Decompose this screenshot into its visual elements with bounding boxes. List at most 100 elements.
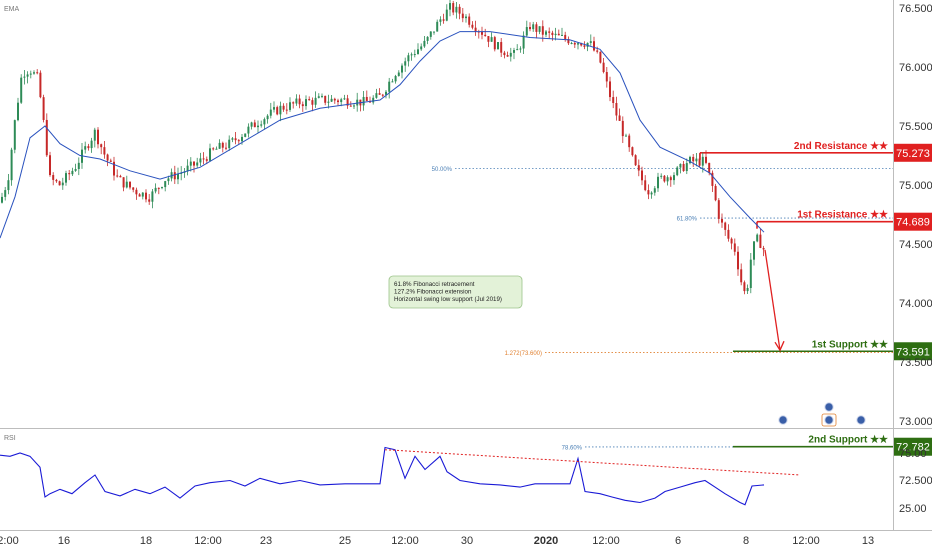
candle-body: [468, 16, 471, 25]
candle-body: [420, 46, 423, 50]
candle-body: [618, 115, 621, 121]
candle-body: [122, 177, 125, 188]
candle-body: [509, 52, 512, 57]
candle-body: [65, 173, 67, 183]
candle-body: [173, 172, 176, 180]
candle-body: [164, 181, 167, 188]
level-price-tag-label: 75.273: [896, 148, 930, 160]
candle-body: [119, 175, 122, 178]
price-tick-label: 73.000: [899, 416, 932, 428]
candle-body: [513, 50, 515, 53]
candle-body: [145, 192, 147, 200]
time-tick-label: 13: [862, 535, 874, 547]
candle-body: [676, 167, 679, 176]
candle-body: [241, 136, 243, 142]
candle-body: [410, 54, 413, 56]
level-price-tag: [894, 342, 932, 361]
candle-body: [129, 181, 131, 188]
support-resistance-levels: 2nd Resistance ★★ 75.273 1st Resistance ★★…: [699, 141, 932, 456]
candle-body: [1, 196, 3, 203]
candle-body: [730, 238, 733, 244]
time-tick-label: 6: [675, 535, 681, 547]
candle-body: [314, 97, 317, 105]
candle-body: [324, 95, 327, 103]
candle-body: [679, 163, 682, 168]
candle-body: [84, 146, 87, 150]
candle-body: [593, 41, 595, 51]
candle-body: [445, 9, 448, 21]
candle-body: [381, 94, 384, 96]
candle-body: [231, 138, 234, 140]
fib-label: 78.60%: [562, 445, 583, 451]
candle-body: [609, 81, 611, 98]
candle-body: [567, 39, 570, 44]
level-price-tag: [894, 437, 932, 456]
candle-body: [39, 72, 42, 98]
candle-body: [708, 162, 711, 173]
candle-body: [551, 32, 554, 36]
candle-body: [209, 148, 211, 161]
candle-body: [378, 93, 381, 95]
candle-body: [100, 144, 103, 148]
projection-arrow-line: [764, 249, 781, 351]
time-tick-label: 23: [260, 535, 272, 547]
candle-body: [276, 107, 279, 115]
candle-body: [68, 173, 71, 175]
candle-body: [724, 222, 727, 230]
candle-body: [97, 129, 99, 145]
candle-body: [135, 189, 138, 195]
candle-body: [743, 282, 746, 292]
rsi-line: [0, 446, 765, 506]
candle-body: [362, 96, 365, 106]
candle-body: [548, 31, 551, 33]
candle-body: [433, 31, 435, 33]
candle-body: [449, 3, 451, 10]
projection-arrow-head: [774, 340, 785, 352]
candle-body: [180, 172, 183, 174]
candle-body: [564, 34, 567, 40]
candle-body: [141, 192, 144, 197]
candle-body: [33, 72, 35, 74]
flag-icon: [824, 402, 834, 412]
candle-body: [116, 175, 119, 177]
candles: [1, 0, 765, 295]
candle-body: [394, 75, 397, 82]
candle-body: [570, 42, 573, 44]
candle-body: [212, 148, 215, 150]
candle-body: [10, 149, 13, 181]
candle-body: [20, 77, 23, 103]
candle-body: [714, 185, 717, 201]
time-tick-label: 16: [58, 535, 70, 547]
candle-body: [298, 98, 301, 105]
candle-body: [647, 190, 650, 195]
candle-body: [586, 42, 589, 47]
candle-body: [260, 124, 263, 126]
candle-body: [682, 163, 685, 172]
candle-body: [349, 105, 352, 107]
candle-body: [673, 175, 675, 181]
candle-body: [429, 31, 432, 37]
candle-body: [561, 34, 563, 36]
candle-body: [471, 24, 474, 28]
flag-icon: [778, 415, 788, 425]
candle-body: [279, 105, 282, 115]
rsi-panel: [0, 446, 801, 506]
annotation-text: Horizontal swing low support (Jul 2019): [394, 296, 502, 303]
candle-body: [759, 234, 762, 248]
candle-body: [234, 138, 237, 141]
candle-body: [500, 42, 503, 53]
candle-body: [244, 133, 247, 137]
candle-body: [417, 49, 419, 55]
level-price-tag-label: 72.782: [896, 442, 930, 454]
candle-body: [685, 163, 688, 172]
candle-body: [599, 51, 602, 63]
level-name: 1st Support ★★: [812, 339, 888, 350]
candle-body: [295, 98, 298, 104]
candle-body: [653, 188, 656, 193]
candle-body: [465, 16, 467, 19]
candle-body: [301, 104, 304, 107]
candle-body: [503, 52, 506, 56]
candle-body: [74, 169, 77, 171]
candle-body: [589, 41, 592, 43]
